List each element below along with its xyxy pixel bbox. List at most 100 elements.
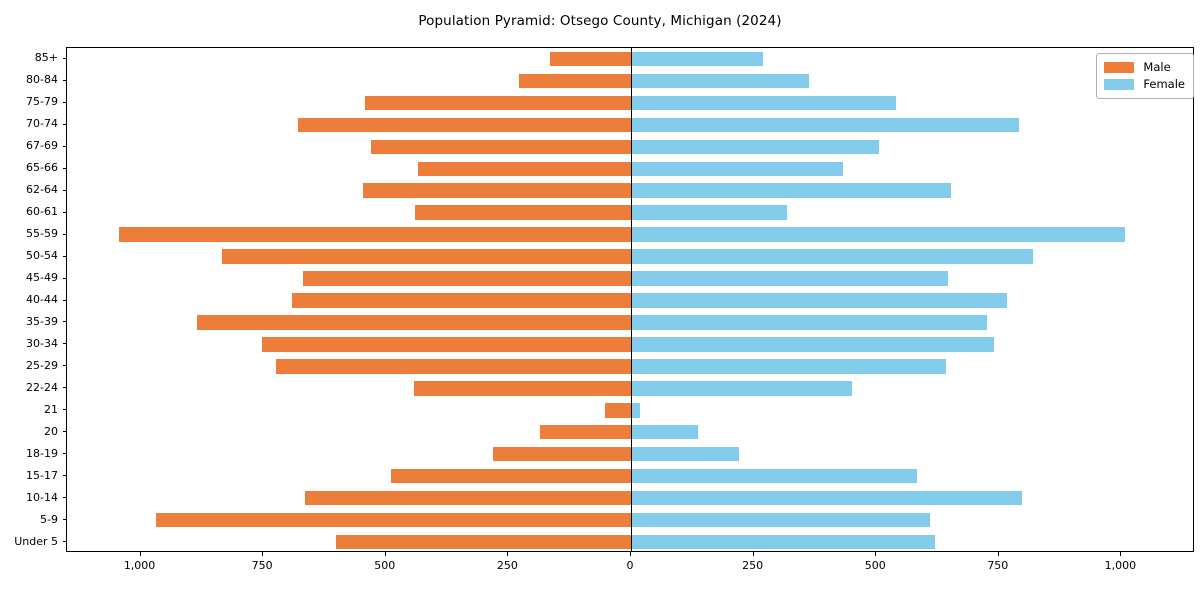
y-tick-label: 62-64 [26, 183, 58, 197]
bar-female [631, 424, 699, 440]
pyramid-row [67, 227, 1193, 242]
bar-male [371, 139, 631, 155]
bar-female [631, 51, 764, 67]
bar-female [631, 359, 947, 374]
y-tick-label: 70-74 [26, 117, 58, 131]
y-axis: 85+ 80-84 75-79 70-74 67-69 65-66 62-64 60-61 55… [0, 47, 66, 552]
y-tick-mark [62, 299, 66, 301]
x-tick-mark [262, 552, 264, 556]
y-tick-label: 5-9 [40, 512, 58, 526]
pyramid-row [67, 95, 1193, 111]
x-tick-label: 250 [496, 559, 518, 572]
y-tick-mark [62, 233, 66, 235]
x-tick-label: 500 [864, 559, 886, 572]
bar-female [631, 337, 994, 352]
pyramid-row [67, 205, 1193, 220]
bar-male [390, 468, 631, 484]
bar-male [156, 512, 631, 528]
bar-female [631, 534, 935, 550]
x-tick-mark [139, 552, 141, 556]
pyramid-row [67, 51, 1193, 67]
bar-female [631, 117, 1019, 133]
bar-male [221, 249, 631, 264]
y-tick-label: 35-39 [26, 314, 58, 328]
pyramid-row [67, 161, 1193, 176]
pyramid-row [67, 490, 1193, 506]
bar-female [631, 490, 1022, 506]
pyramid-row [67, 315, 1193, 330]
y-tick-mark [62, 365, 66, 367]
bar-female [631, 161, 843, 176]
pyramid-row [67, 117, 1193, 133]
bar-male [604, 403, 631, 418]
bar-female [631, 381, 853, 396]
bar-male [303, 271, 631, 286]
pyramid-row [67, 337, 1193, 352]
bar-male [363, 183, 631, 198]
y-tick-label: 15-17 [26, 468, 58, 482]
x-tick-mark [1120, 552, 1122, 556]
pyramid-row [67, 139, 1193, 155]
pyramid-row [67, 381, 1193, 396]
bar-male [492, 446, 631, 462]
bar-male [118, 227, 631, 242]
zero-axis-line [631, 48, 633, 551]
x-tick-label: 1,000 [123, 559, 156, 572]
x-tick-mark [752, 552, 754, 556]
y-tick-mark [62, 277, 66, 279]
y-tick-label: 60-61 [26, 205, 58, 219]
x-tick-label: 750 [987, 559, 1009, 572]
y-tick-label: 85+ [34, 51, 58, 65]
y-tick-label: 20 [44, 424, 58, 438]
y-tick-mark [62, 453, 66, 455]
y-tick-label: Under 5 [14, 534, 58, 548]
y-tick-mark [62, 321, 66, 323]
bar-female [631, 95, 896, 111]
pyramid-row [67, 183, 1193, 198]
y-tick-label: 22-24 [26, 380, 58, 394]
legend-label: Female [1143, 76, 1185, 91]
y-tick-mark [62, 167, 66, 169]
pyramid-row [67, 468, 1193, 484]
bar-female [631, 271, 949, 286]
y-tick-label: 67-69 [26, 139, 58, 153]
y-tick-label: 30-34 [26, 336, 58, 350]
bar-male [550, 51, 631, 67]
y-tick-mark [62, 343, 66, 345]
y-tick-mark [62, 211, 66, 213]
x-tick-mark [384, 552, 386, 556]
pyramid-row [67, 403, 1193, 418]
legend: Male Female [1096, 53, 1194, 99]
bar-female [631, 315, 988, 330]
y-tick-mark [62, 255, 66, 257]
y-tick-label: 80-84 [26, 73, 58, 87]
y-tick-mark [62, 541, 66, 543]
y-tick-label: 65-66 [26, 161, 58, 175]
pyramid-row [67, 271, 1193, 286]
bar-female [631, 468, 917, 484]
y-tick-mark [62, 189, 66, 191]
bar-male [262, 337, 631, 352]
y-tick-mark [62, 497, 66, 499]
legend-swatch [1104, 62, 1135, 73]
bar-male [364, 95, 631, 111]
y-tick-label: 40-44 [26, 293, 58, 306]
bar-male [197, 315, 631, 330]
pyramid-row [67, 293, 1193, 308]
x-tick-label: 250 [742, 559, 764, 572]
bar-female [631, 227, 1126, 242]
bar-female [631, 403, 640, 418]
legend-label: Male [1143, 59, 1171, 74]
y-tick-mark [62, 409, 66, 411]
bar-female [631, 293, 1007, 308]
x-tick-mark [997, 552, 999, 556]
x-tick-label: 0 [626, 559, 634, 572]
pyramid-row [67, 512, 1193, 528]
pyramid-row [67, 249, 1193, 264]
pyramid-row [67, 73, 1193, 89]
bar-female [631, 183, 952, 198]
pyramid-row [67, 446, 1193, 462]
bar-male [305, 490, 631, 506]
bar-female [631, 205, 787, 220]
bar-female [631, 446, 739, 462]
